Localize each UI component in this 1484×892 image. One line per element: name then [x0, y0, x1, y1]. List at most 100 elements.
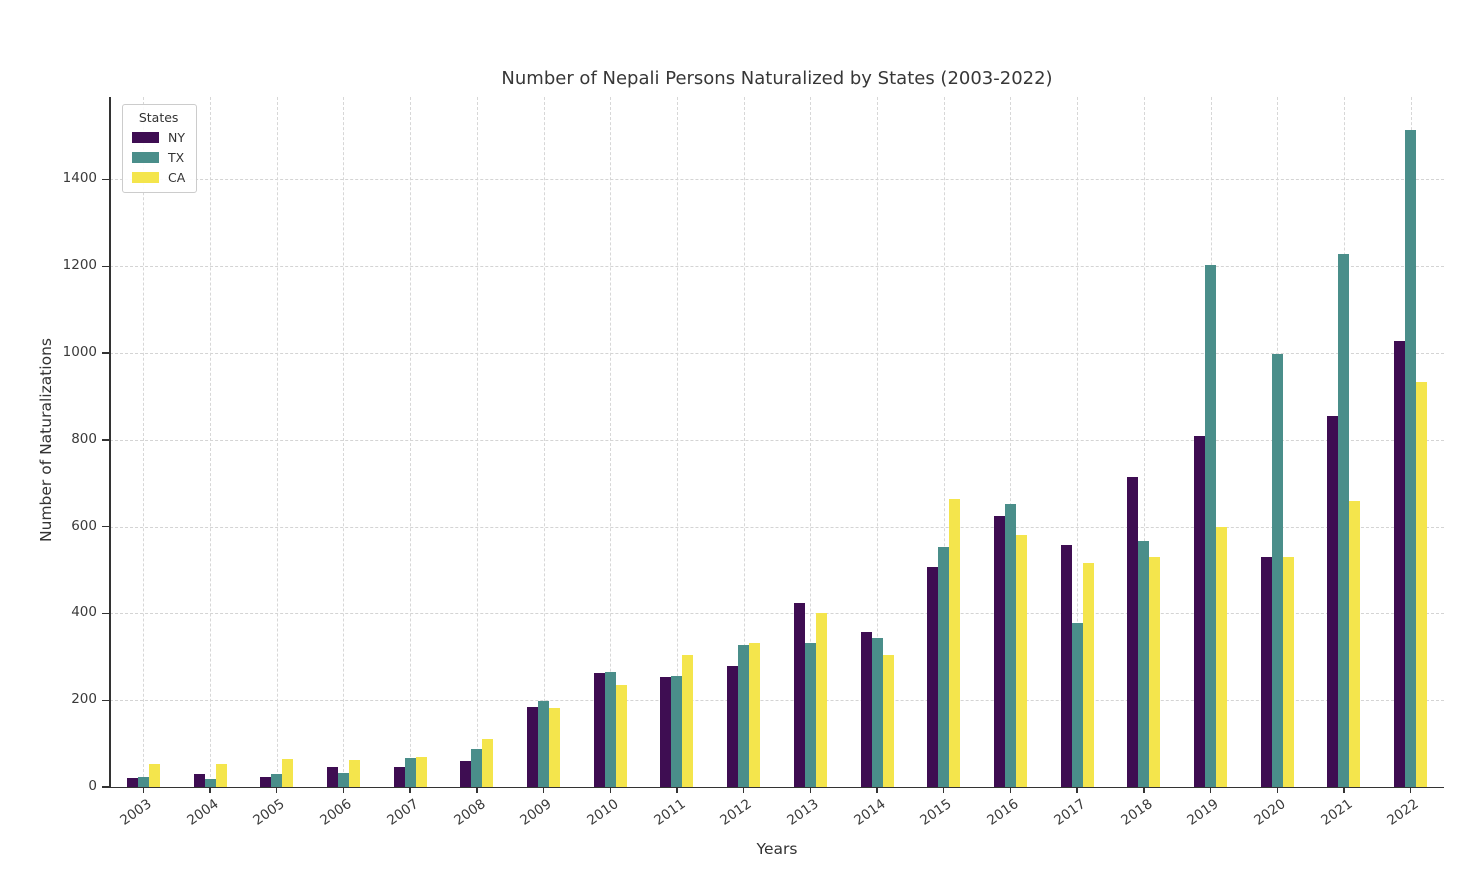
y-tick-mark-800 — [102, 439, 109, 441]
x-axis-spine — [109, 786, 1444, 788]
bar-NY-2015 — [927, 566, 939, 787]
x-tick-mark-2017 — [1076, 787, 1078, 793]
x-tick-mark-2020 — [1276, 787, 1278, 793]
bar-CA-2013 — [815, 612, 827, 787]
bar-NY-2005 — [260, 777, 272, 787]
x-tick-label-2003: 2003 — [117, 796, 155, 829]
v-gridline-2010 — [610, 97, 612, 787]
y-tick-mark-0 — [102, 786, 109, 788]
bar-NY-2021 — [1327, 416, 1339, 787]
bar-TX-2012 — [738, 644, 750, 787]
bar-CA-2015 — [949, 498, 961, 787]
bar-NY-2014 — [860, 631, 872, 787]
y-tick-mark-1400 — [102, 178, 109, 181]
bar-CA-2022 — [1416, 382, 1428, 787]
bar-TX-2004 — [204, 779, 216, 787]
x-tick-mark-2021 — [1343, 787, 1345, 793]
bar-CA-2012 — [749, 642, 761, 787]
bar-TX-2003 — [137, 777, 149, 787]
x-tick-label-2007: 2007 — [384, 796, 422, 829]
bar-TX-2021 — [1338, 253, 1350, 787]
h-gridline-1000 — [110, 353, 1444, 355]
bar-CA-2004 — [215, 763, 227, 787]
legend-swatch-CA — [132, 172, 159, 183]
bar-TX-2019 — [1205, 264, 1217, 787]
bar-TX-2018 — [1138, 540, 1150, 787]
x-tick-label-2015: 2015 — [917, 796, 955, 829]
x-tick-mark-2005 — [276, 787, 278, 793]
h-gridline-800 — [110, 439, 1444, 441]
v-gridline-2005 — [276, 97, 278, 787]
x-tick-mark-2009 — [542, 787, 545, 793]
bar-TX-2005 — [271, 773, 283, 787]
bar-CA-2007 — [415, 757, 427, 787]
v-gridline-2009 — [543, 97, 545, 787]
x-tick-mark-2007 — [409, 787, 411, 793]
v-gridline-2011 — [676, 97, 678, 787]
bar-CA-2006 — [348, 760, 360, 787]
x-tick-label-2010: 2010 — [584, 796, 622, 829]
y-tick-label-1200: 1200 — [62, 257, 97, 274]
y-tick-mark-600 — [102, 525, 109, 528]
x-tick-label-2011: 2011 — [650, 796, 689, 829]
bar-TX-2006 — [337, 772, 349, 787]
bar-CA-2018 — [1149, 556, 1161, 787]
x-tick-label-2006: 2006 — [317, 796, 355, 829]
x-tick-label-2009: 2009 — [517, 796, 555, 829]
legend-label-CA: CA — [168, 170, 186, 185]
x-tick-mark-2003 — [142, 787, 145, 793]
y-tick-label-800: 800 — [71, 430, 97, 447]
legend-swatch-TX — [132, 152, 159, 163]
legend-item-TX: TX — [132, 150, 185, 165]
bar-NY-2019 — [1194, 436, 1206, 787]
x-axis-label: Years — [756, 840, 798, 858]
bar-TX-2015 — [938, 547, 950, 787]
x-tick-mark-2010 — [609, 787, 611, 793]
y-axis-spine — [109, 97, 111, 787]
legend-label-NY: NY — [168, 130, 185, 145]
v-gridline-2015 — [943, 97, 945, 787]
bar-CA-2008 — [482, 739, 494, 787]
x-tick-label-2021: 2021 — [1317, 796, 1356, 829]
y-tick-label-1400: 1400 — [62, 170, 97, 187]
x-tick-label-2008: 2008 — [450, 796, 489, 829]
legend-item-CA: CA — [132, 170, 185, 185]
bar-NY-2004 — [193, 774, 205, 787]
v-gridline-2018 — [1143, 97, 1145, 787]
v-gridline-2014 — [877, 97, 879, 787]
x-tick-label-2022: 2022 — [1384, 796, 1422, 829]
y-tick-label-0: 0 — [88, 778, 97, 794]
bar-TX-2014 — [871, 638, 883, 787]
bar-CA-2016 — [1015, 534, 1027, 787]
legend-swatch-NY — [132, 132, 159, 143]
bar-CA-2011 — [682, 654, 694, 787]
chart-title: Number of Nepali Persons Naturalized by … — [501, 68, 1053, 89]
bar-NY-2013 — [793, 603, 805, 787]
x-tick-mark-2008 — [476, 787, 478, 793]
bar-CA-2010 — [615, 685, 627, 787]
x-tick-label-2020: 2020 — [1251, 796, 1289, 829]
bar-NY-2008 — [460, 761, 472, 787]
bar-NY-2018 — [1127, 476, 1139, 787]
x-tick-mark-2012 — [742, 787, 745, 793]
x-tick-label-2013: 2013 — [784, 796, 822, 829]
bar-NY-2020 — [1260, 557, 1272, 787]
bar-CA-2019 — [1216, 527, 1228, 787]
v-gridline-2008 — [476, 97, 478, 787]
h-gridline-1400 — [110, 179, 1444, 181]
bar-TX-2022 — [1405, 130, 1417, 787]
bar-NY-2022 — [1394, 340, 1406, 787]
h-gridline-200 — [110, 700, 1444, 702]
bar-TX-2008 — [471, 748, 483, 787]
v-gridline-2003 — [143, 97, 145, 787]
v-gridline-2004 — [210, 97, 212, 787]
bar-TX-2013 — [804, 643, 816, 787]
x-tick-mark-2014 — [876, 787, 878, 793]
bar-CA-2021 — [1349, 500, 1361, 787]
y-tick-label-400: 400 — [71, 604, 97, 621]
bar-NY-2010 — [593, 673, 605, 787]
y-tick-mark-1000 — [102, 352, 109, 354]
y-tick-label-1000: 1000 — [62, 344, 97, 361]
x-tick-label-2005: 2005 — [250, 796, 288, 829]
